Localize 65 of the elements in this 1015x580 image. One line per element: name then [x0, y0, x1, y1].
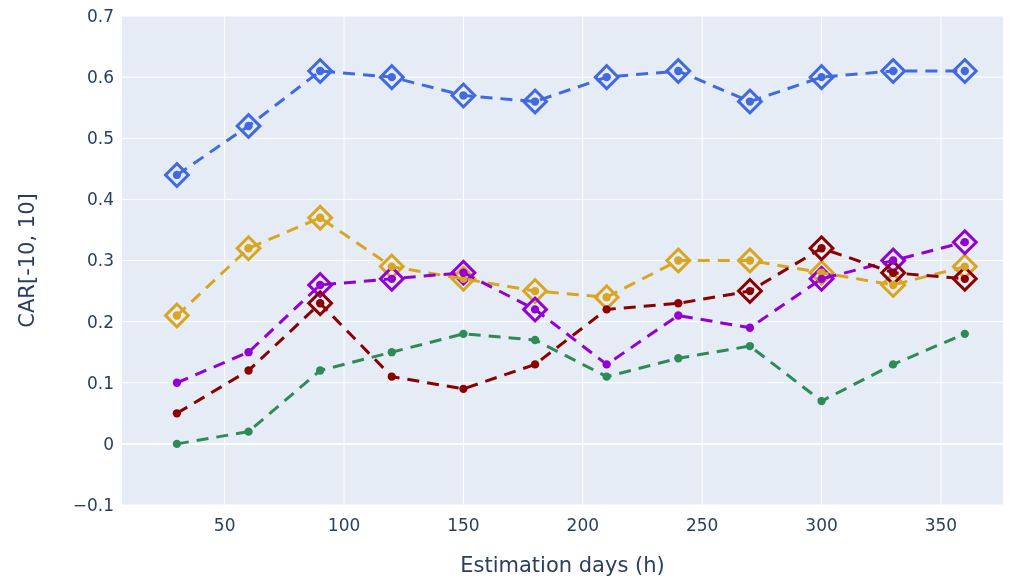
point — [315, 366, 325, 375]
point — [530, 335, 540, 345]
point — [951, 229, 978, 256]
x-tick-label: 300 — [805, 515, 838, 535]
point — [172, 378, 182, 387]
point — [602, 305, 611, 314]
y-tick-label: 0 — [103, 433, 114, 454]
point — [172, 409, 182, 418]
point — [235, 235, 262, 262]
point — [951, 58, 978, 84]
point — [387, 372, 396, 381]
y-tick-label: 0.7 — [86, 5, 114, 26]
point — [665, 58, 692, 84]
point — [307, 58, 334, 84]
x-tick-label: 100 — [327, 515, 361, 535]
point — [164, 302, 190, 329]
point — [737, 88, 763, 115]
point — [745, 323, 755, 332]
point — [450, 265, 477, 292]
point — [674, 299, 683, 308]
x-axis-title: Estimation days (h) — [460, 553, 665, 577]
point — [459, 384, 468, 394]
point — [387, 348, 396, 357]
point — [459, 329, 468, 339]
point — [235, 113, 262, 139]
x-tick-label: 350 — [924, 515, 958, 535]
point — [665, 247, 692, 274]
point — [880, 58, 907, 84]
point — [808, 265, 835, 292]
y-tick-label: 0.2 — [86, 311, 114, 332]
y-tick-label: 0.4 — [86, 189, 114, 210]
point — [522, 88, 548, 115]
x-tick-label: 150 — [447, 515, 480, 535]
point — [307, 290, 334, 317]
point — [674, 311, 683, 320]
point — [602, 372, 611, 381]
y-tick-label: 0.3 — [86, 250, 114, 271]
point — [378, 64, 405, 91]
point — [674, 354, 683, 363]
point — [307, 204, 334, 231]
point — [164, 162, 190, 188]
point — [244, 427, 253, 436]
point — [172, 439, 182, 449]
point — [244, 366, 253, 375]
x-tick-label: 50 — [213, 515, 236, 535]
point — [737, 278, 763, 304]
point — [808, 64, 835, 91]
y-tick-label: −0.1 — [72, 494, 114, 515]
point — [522, 296, 548, 323]
x-tick-label: 250 — [685, 515, 719, 535]
x-tick-label: 200 — [566, 515, 600, 535]
y-tick-label: 0.1 — [86, 372, 114, 393]
point — [745, 341, 755, 351]
point — [817, 396, 826, 406]
y-tick-label: 0.5 — [86, 128, 114, 149]
point — [888, 360, 898, 369]
point — [244, 348, 253, 357]
point — [530, 360, 540, 369]
y-axis-title: CAR[-10, 10] — [15, 193, 39, 328]
point — [593, 64, 620, 91]
point — [808, 235, 835, 262]
y-tick-label: 0.6 — [86, 67, 114, 88]
point — [737, 247, 763, 274]
point — [602, 360, 611, 369]
point — [960, 329, 969, 339]
